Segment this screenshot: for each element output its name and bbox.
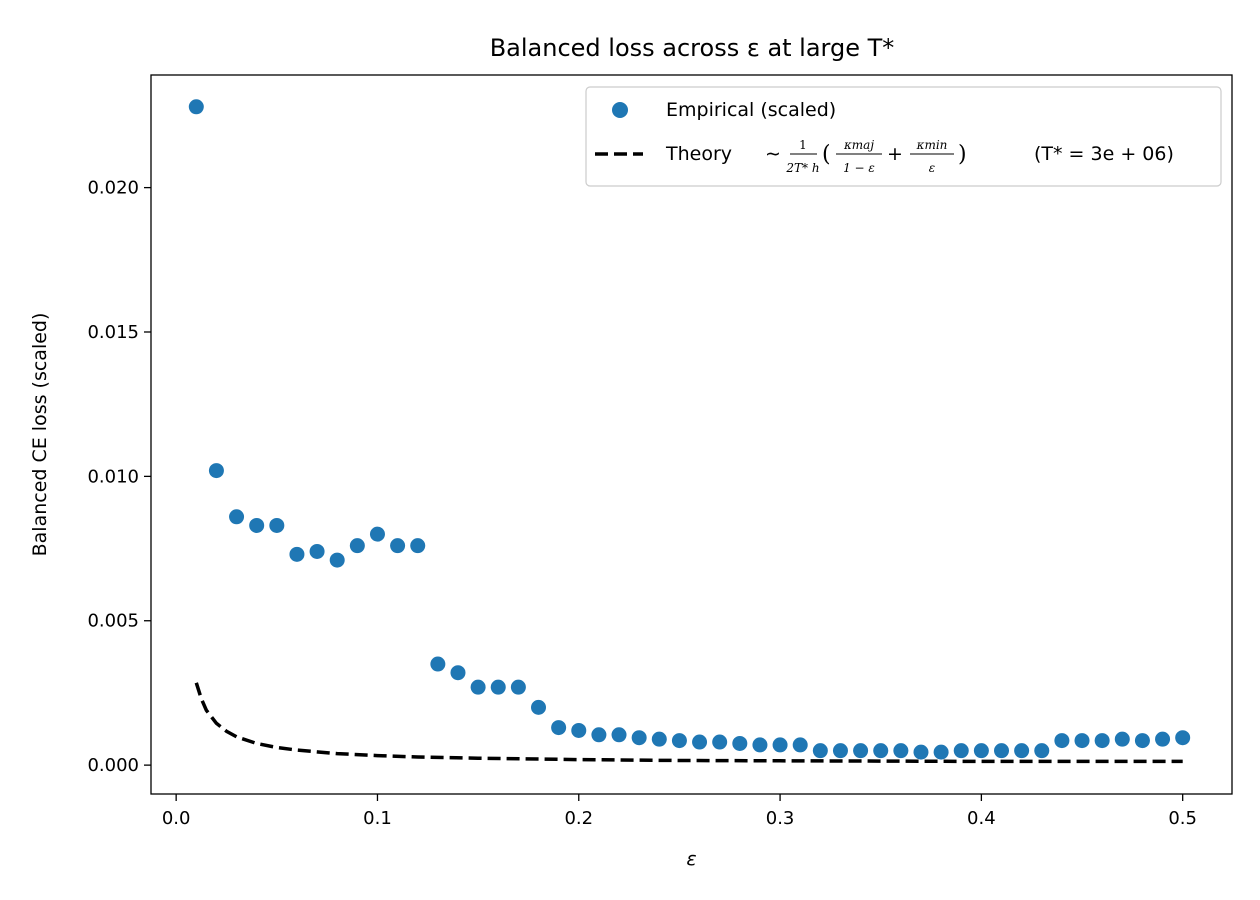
y-tick-label: 0.020 — [87, 178, 139, 199]
data-point — [873, 743, 889, 759]
formula-paren-open: ( — [822, 142, 831, 167]
data-point — [1054, 733, 1070, 749]
data-point — [1094, 733, 1110, 749]
data-point — [591, 727, 607, 743]
data-point — [289, 546, 305, 562]
x-axis-label: ε — [686, 848, 696, 870]
data-point — [1034, 743, 1050, 759]
formula-tstar: (T* = 3e + 06) — [1034, 143, 1174, 165]
y-tick-label: 0.005 — [87, 611, 139, 632]
formula-term2-den: ε — [929, 161, 935, 175]
data-point — [309, 543, 325, 559]
y-tick-label: 0.010 — [87, 466, 139, 487]
formula-term1-den: 1 − ε — [843, 161, 875, 175]
y-tick-label: 0.015 — [87, 322, 139, 343]
x-tick-label: 0.2 — [564, 808, 593, 829]
data-point — [329, 552, 345, 568]
formula-term1-num: κmaj — [843, 138, 874, 152]
data-point — [430, 656, 446, 672]
data-point — [390, 538, 406, 554]
data-point — [1114, 731, 1130, 747]
data-point — [651, 731, 667, 747]
theory-line — [194, 682, 1183, 764]
axes-frame — [150, 74, 1233, 795]
data-point — [510, 679, 526, 695]
formula-plus: + — [887, 143, 903, 165]
y-tick-label: 0.000 — [87, 755, 139, 776]
formula-coef-den: 2T* h — [785, 161, 819, 175]
data-point — [410, 538, 426, 554]
data-point — [188, 99, 204, 115]
data-point — [349, 538, 365, 554]
data-point — [933, 744, 949, 760]
legend-marker-empirical — [612, 102, 628, 118]
data-point — [249, 517, 265, 533]
data-point — [994, 743, 1010, 759]
data-point — [893, 743, 909, 759]
data-point — [752, 737, 768, 753]
x-tick-label: 0.0 — [162, 808, 191, 829]
theory-formula: ∼ 1 2T* h ( κmaj 1 − ε + κmin ε ) (T* = … — [765, 138, 1174, 175]
data-point — [792, 737, 808, 753]
y-axis-label: Balanced CE loss (scaled) — [29, 313, 51, 557]
legend: Empirical (scaled) Theory ∼ 1 2T* h ( κm… — [585, 86, 1222, 187]
data-point — [369, 526, 385, 542]
data-point — [732, 735, 748, 751]
data-point — [1074, 733, 1090, 749]
x-tick-label: 0.3 — [766, 808, 795, 829]
title-main: Balanced loss across ε at large T* — [490, 34, 895, 62]
x-tick-label: 0.1 — [363, 808, 392, 829]
data-point — [953, 743, 969, 759]
data-point — [913, 744, 929, 760]
data-point — [470, 679, 486, 695]
formula-paren-close: ) — [958, 142, 967, 167]
formula-tilde: ∼ — [765, 143, 781, 165]
data-point — [450, 665, 466, 681]
data-point — [269, 517, 285, 533]
data-point — [772, 737, 788, 753]
data-point — [490, 679, 506, 695]
data-point — [973, 743, 989, 759]
x-tick-label: 0.4 — [967, 808, 996, 829]
data-point — [571, 722, 587, 738]
data-point — [1014, 743, 1030, 759]
data-point — [531, 699, 547, 715]
data-point — [832, 743, 848, 759]
formula-term2-num: κmin — [916, 138, 948, 152]
data-point — [671, 733, 687, 749]
data-point — [692, 734, 708, 750]
data-point — [229, 509, 245, 525]
data-point — [1175, 730, 1191, 746]
plot-area: 0.0 0.1 0.2 0.3 0.4 0.5 0.000 0.005 0.010 0.015 0.… — [29, 74, 1233, 870]
data-point — [812, 743, 828, 759]
data-point — [631, 730, 647, 746]
data-point — [551, 720, 567, 736]
x-tick-label: 0.5 — [1168, 808, 1197, 829]
formula-coef-num: 1 — [799, 138, 807, 152]
legend-frame — [585, 86, 1222, 187]
data-point — [1155, 731, 1171, 747]
legend-label-theory: Theory — [665, 143, 732, 165]
data-point — [208, 463, 224, 479]
data-point — [611, 727, 627, 743]
legend-label-empirical: Empirical (scaled) — [666, 99, 836, 121]
data-point — [1134, 733, 1150, 749]
chart-title: Balanced loss across ε at large T* — [490, 34, 895, 62]
data-point — [712, 734, 728, 750]
data-point — [853, 743, 869, 759]
